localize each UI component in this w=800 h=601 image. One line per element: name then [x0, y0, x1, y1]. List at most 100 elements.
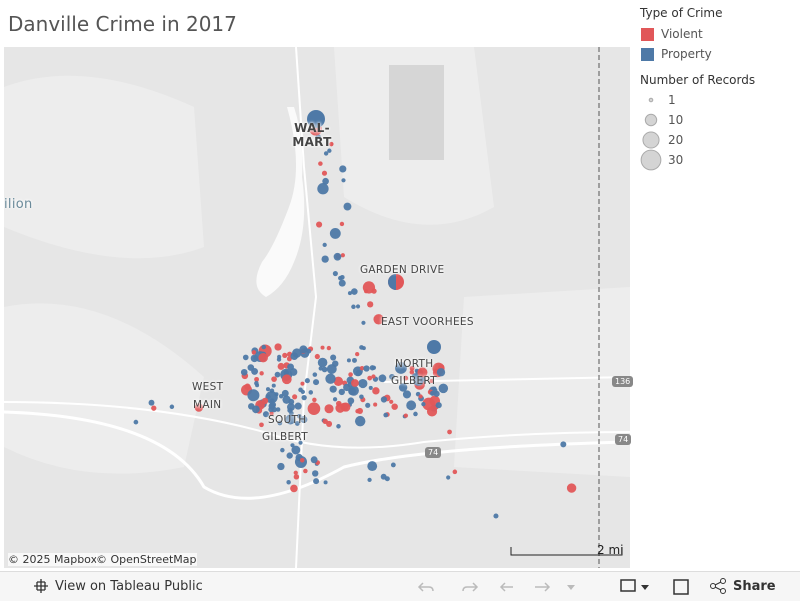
- crime-dot: [373, 402, 378, 407]
- crime-dot: [274, 371, 281, 378]
- place-label: SOUTH: [268, 414, 307, 426]
- crime-dot: [372, 387, 380, 395]
- legend-title: Type of Crime: [640, 6, 723, 20]
- crime-dot: [361, 320, 366, 325]
- crime-dot: [291, 445, 301, 455]
- scale-bar: [510, 547, 623, 556]
- crime-dot: [367, 461, 378, 472]
- crime-dot: [347, 291, 352, 296]
- crime-dot: [321, 366, 328, 373]
- crime-dot: [329, 385, 337, 393]
- crime-dot: [307, 402, 321, 416]
- crime-dot: [313, 478, 320, 485]
- crime-dot: [341, 178, 346, 183]
- attribution[interactable]: © OpenStreetMap: [96, 553, 197, 566]
- crime-dot: [271, 383, 276, 388]
- place-label: WAL-MART: [292, 121, 332, 149]
- crime-dot: [413, 411, 418, 417]
- place-label: GARDEN DRIVE: [360, 264, 445, 276]
- crime-dot: [316, 221, 323, 228]
- crime-dot: [310, 456, 318, 464]
- crime-dot: [317, 183, 329, 195]
- place-label: GILBERT: [262, 431, 308, 443]
- size-label: 1: [668, 93, 676, 107]
- crime-dot: [359, 365, 365, 371]
- crime-dot: [347, 397, 355, 405]
- size-swatch: [642, 131, 660, 149]
- crime-dot: [391, 403, 398, 410]
- crime-dot: [339, 274, 345, 280]
- crime-dot: [409, 365, 415, 371]
- crime-dot: [348, 387, 357, 396]
- crime-dot: [389, 399, 394, 404]
- crime-dot: [299, 458, 305, 463]
- crime-dot: [306, 348, 312, 354]
- crime-dot: [293, 474, 300, 480]
- map[interactable]: [4, 47, 630, 568]
- crime-dot: [240, 368, 248, 376]
- crime-dot: [332, 397, 338, 402]
- crime-dot: [421, 401, 426, 407]
- crime-dot: [321, 255, 329, 263]
- crime-dot: [169, 404, 175, 410]
- crime-dot: [151, 405, 157, 411]
- attribution[interactable]: © 2025 Mapbox: [8, 553, 98, 566]
- crime-dot: [325, 373, 336, 384]
- crime-dot: [339, 165, 347, 173]
- share-button[interactable]: Share: [733, 579, 776, 594]
- crime-dot: [320, 345, 325, 350]
- crime-dots: [133, 110, 577, 519]
- crime-dot: [265, 387, 271, 392]
- crime-dot: [433, 390, 440, 397]
- legend-swatch: [641, 27, 654, 41]
- crime-dot: [271, 376, 277, 383]
- crime-dot: [367, 301, 374, 308]
- crime-dot: [259, 371, 264, 376]
- crime-dot: [435, 402, 442, 409]
- crime-dot: [332, 270, 338, 277]
- size-label: 10: [668, 113, 683, 127]
- crime-dot: [324, 404, 334, 414]
- crime-dot: [329, 227, 341, 239]
- land-patches: [4, 47, 630, 477]
- crime-dot: [259, 422, 264, 428]
- crime-dot: [417, 367, 428, 378]
- crime-dot: [429, 378, 434, 383]
- crime-dot: [429, 390, 435, 396]
- crime-dot: [322, 418, 328, 425]
- view-link[interactable]: View on Tableau Public: [55, 579, 203, 594]
- crime-dot: [286, 356, 292, 362]
- crime-dot: [339, 221, 345, 227]
- size-legend: 1 10 20 30: [640, 93, 683, 171]
- crime-dot: [336, 424, 341, 429]
- crime-dot: [254, 376, 260, 382]
- crime-dot: [274, 392, 279, 397]
- place-label: GILBERT: [391, 375, 437, 387]
- crime-dot: [413, 375, 424, 386]
- crime-dot: [280, 447, 285, 453]
- size-swatch: [644, 113, 658, 127]
- crime-dot: [398, 383, 408, 392]
- crime-dot: [301, 394, 307, 401]
- crime-dot: [299, 345, 308, 354]
- crime-dot: [311, 470, 319, 477]
- place-label: NORTH: [395, 358, 434, 370]
- highway-shield: 74: [425, 447, 442, 458]
- crime-dot: [359, 345, 364, 350]
- crime-dot: [282, 395, 291, 404]
- type-legend: Violent Property: [641, 24, 712, 64]
- crime-dot: [247, 364, 255, 371]
- crime-dot: [351, 304, 356, 310]
- toolbar-icons: [417, 579, 689, 595]
- crime-dot: [566, 483, 577, 493]
- crime-dot: [330, 354, 337, 361]
- crime-dot: [286, 480, 291, 485]
- crime-dot: [389, 373, 395, 380]
- crime-dot: [422, 397, 436, 411]
- crime-dot: [447, 429, 452, 435]
- crime-dot: [388, 274, 396, 290]
- crime-dot: [318, 366, 323, 371]
- highway-shield: 74: [615, 434, 632, 445]
- crime-dot: [380, 473, 387, 480]
